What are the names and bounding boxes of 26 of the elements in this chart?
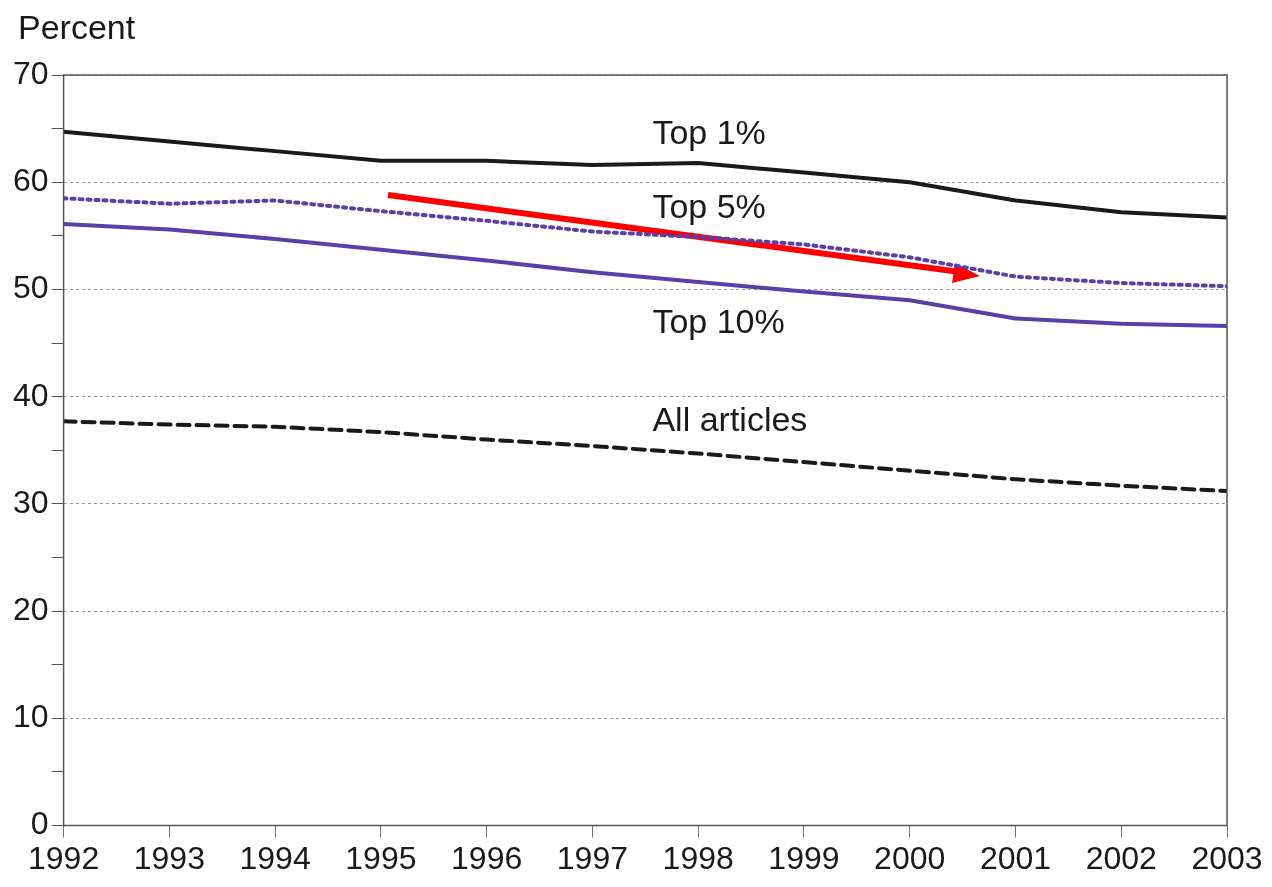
y-axis-title: Percent [18, 8, 136, 47]
series-label: Top 5% [652, 187, 766, 226]
x-tick-label: 2003 [1191, 839, 1263, 876]
x-tick-label: 1997 [556, 839, 629, 876]
series-label: All articles [652, 399, 808, 438]
x-tick-label: 1995 [345, 839, 417, 876]
y-tick-label: 50 [13, 269, 49, 306]
x-tick-label: 2002 [1085, 839, 1157, 876]
x-tick-label: 1998 [662, 839, 734, 876]
y-tick-label: 40 [13, 376, 49, 413]
y-tick-label: 20 [13, 590, 49, 627]
x-tick-label: 2000 [874, 839, 946, 876]
series-label: Top 1% [652, 113, 766, 152]
x-tick-label: 1999 [768, 839, 840, 876]
y-tick-label: 70 [13, 54, 49, 91]
y-tick-label: 10 [13, 698, 49, 735]
series-label: Top 10% [652, 302, 785, 341]
line-series [63, 196, 1227, 289]
x-tick-label: 1993 [133, 839, 205, 876]
y-tick-label: 30 [13, 483, 49, 520]
y-tick-label: 60 [13, 162, 49, 199]
y-tick-label: 0 [30, 805, 49, 842]
x-tick-label: 2001 [979, 839, 1052, 876]
x-tick-label: 1994 [239, 839, 311, 876]
x-tick-label: 1992 [28, 839, 100, 876]
x-tick-label: 1996 [451, 839, 523, 876]
